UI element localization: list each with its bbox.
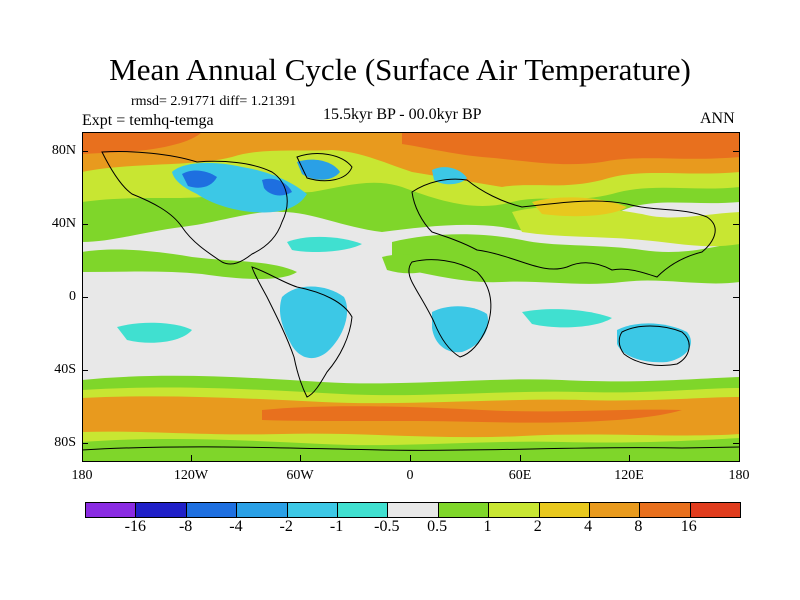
lon-tick-120e xyxy=(629,455,630,461)
colorbar-swatch xyxy=(86,503,137,517)
colorbar-label: 4 xyxy=(584,518,593,535)
cold-region-southern-africa xyxy=(432,306,489,353)
warm-region-bering xyxy=(82,132,202,154)
map-title: Mean Annual Cycle (Surface Air Temperatu… xyxy=(109,52,691,87)
map-graphic xyxy=(82,132,740,462)
colorbar-label: 0.5 xyxy=(427,518,448,535)
cold-region-core-2 xyxy=(262,178,292,196)
season-label: ANN xyxy=(700,110,735,127)
lat-label-0: 0 xyxy=(69,289,76,304)
lon-label-60e: 60E xyxy=(508,468,532,483)
warm-region-north-pacific xyxy=(82,249,297,279)
warm-region-siberia xyxy=(532,197,627,217)
colorbar-label: 2 xyxy=(533,518,542,535)
colorbar-swatch xyxy=(589,503,641,517)
temperature-difference-map xyxy=(82,132,740,462)
cold-region-north-atlantic xyxy=(287,236,362,252)
period-label: 15.5kyr BP - 00.0kyr BP xyxy=(323,106,482,123)
cold-region-greenland-edge xyxy=(297,159,340,180)
colorbar-swatch xyxy=(388,503,439,517)
cold-region-indian-ocean xyxy=(522,309,612,328)
colorbar-label: -4 xyxy=(229,518,243,535)
colorbar-swatch xyxy=(438,503,490,517)
cold-region-south-america xyxy=(279,286,348,359)
lon-tick-60e xyxy=(520,455,521,461)
warm-region-arctic xyxy=(402,132,740,165)
lon-label-0: 0 xyxy=(406,468,414,483)
colorbar-swatch xyxy=(337,503,389,517)
lat-tick-40n-right xyxy=(733,224,739,225)
warm-region-africa-north xyxy=(382,254,442,274)
lon-tick-60w xyxy=(300,455,301,461)
lat-label-80s: 80S xyxy=(54,435,76,450)
colorbar-swatch xyxy=(489,503,540,517)
cold-region-core-1 xyxy=(182,170,217,188)
lat-label-40n: 40N xyxy=(51,216,76,231)
lat-tick-80n-right xyxy=(733,151,739,152)
colorbar-swatch xyxy=(136,503,187,517)
cold-region-australia xyxy=(617,323,691,363)
colorbar-label: -2 xyxy=(279,518,293,535)
lat-tick-40s xyxy=(82,370,88,371)
lon-label-120w: 120W xyxy=(173,468,209,483)
rmsd-diff-stats: rmsd= 2.91771 diff= 1.21391 xyxy=(131,94,297,109)
lat-tick-80s-right xyxy=(733,443,739,444)
warm-region-southern-core xyxy=(262,406,682,423)
colorbar-swatch xyxy=(287,503,338,517)
colorbar-swatch xyxy=(539,503,590,517)
lat-tick-40s-right xyxy=(733,370,739,371)
colorbar-label: 1 xyxy=(483,518,492,535)
lon-label-180-west: 180 xyxy=(71,468,93,483)
colorbar xyxy=(85,502,741,518)
colorbar-label: -8 xyxy=(178,518,193,535)
lat-tick-80n xyxy=(82,151,88,152)
warm-region-asia xyxy=(512,206,740,247)
cold-region-south-pacific xyxy=(117,322,192,343)
lat-label-40s: 40S xyxy=(54,362,76,377)
lon-tick-0 xyxy=(410,455,411,461)
colorbar-swatch xyxy=(690,503,741,517)
coastlines xyxy=(82,151,740,451)
colorbar-swatch xyxy=(186,503,238,517)
lon-label-120e: 120E xyxy=(614,468,644,483)
colorbar-label: -16 xyxy=(124,518,146,535)
experiment-label: Expt = temhq-temga xyxy=(82,112,214,129)
colorbar-swatch xyxy=(237,503,288,517)
lat-tick-0 xyxy=(82,297,88,298)
lat-tick-80s xyxy=(82,443,88,444)
colorbar-label: 16 xyxy=(680,518,697,535)
lon-label-60w: 60W xyxy=(286,468,314,483)
lat-tick-0-right xyxy=(733,297,739,298)
colorbar-label: 8 xyxy=(634,518,643,535)
lon-label-180-east: 180 xyxy=(728,468,750,483)
lat-label-80n: 80N xyxy=(51,143,76,158)
colorbar-label: -1 xyxy=(329,518,344,535)
lat-tick-40n xyxy=(82,224,88,225)
colorbar-label: -0.5 xyxy=(374,518,400,535)
lon-tick-120w xyxy=(191,455,192,461)
warm-region-eurasia-mid xyxy=(392,234,740,284)
colorbar-swatch xyxy=(640,503,691,517)
